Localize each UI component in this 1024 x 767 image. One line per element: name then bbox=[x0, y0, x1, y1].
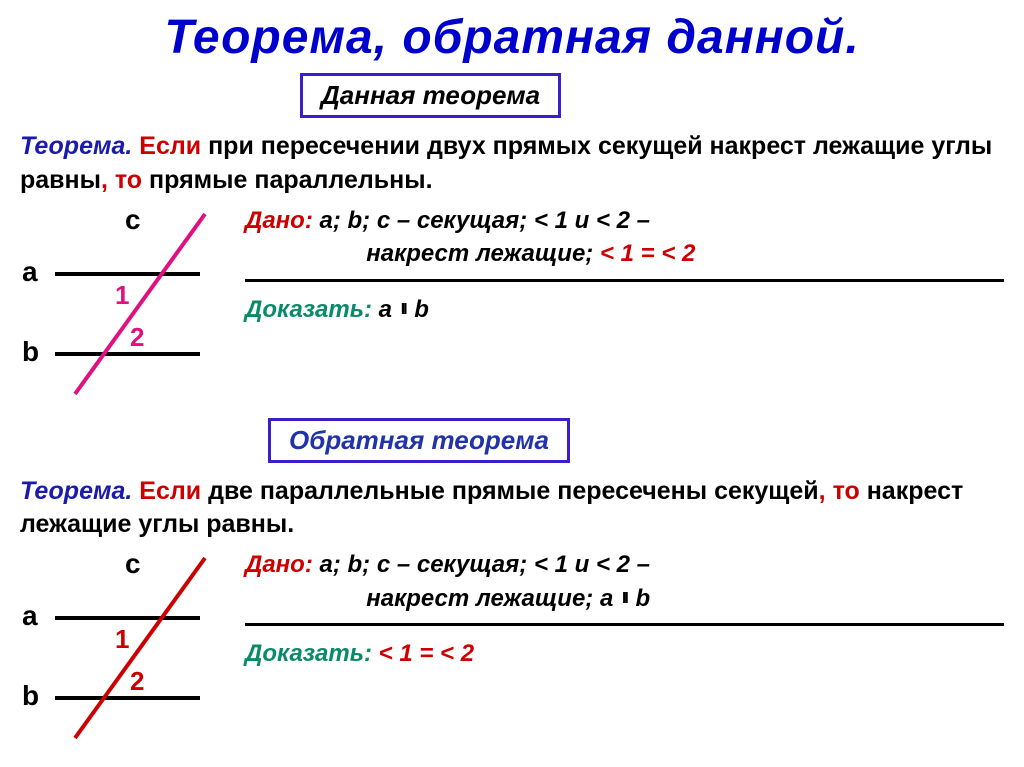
page-title: Теорема, обратная данной. bbox=[0, 0, 1024, 65]
theorem-body2: прямые параллельны. bbox=[149, 166, 432, 194]
label-c-2: с bbox=[125, 548, 141, 580]
given2-line2b: b bbox=[636, 585, 651, 612]
prove-b: b bbox=[414, 296, 429, 323]
prove2-body: < 1 = < 2 bbox=[379, 640, 474, 667]
diagram-1: с а b 1 2 bbox=[0, 204, 245, 404]
box-given-theorem: Данная теорема bbox=[300, 73, 561, 118]
given2-label: Дано: bbox=[245, 551, 313, 578]
theorem2-then: , то bbox=[819, 477, 860, 505]
label-angle-1b: 1 bbox=[115, 624, 129, 655]
given-line1: а; b; с – секущая; < 1 и < 2 – bbox=[320, 207, 651, 234]
given-line2: накрест лежащие; bbox=[366, 240, 593, 267]
rightcol-2: Дано: а; b; с – секущая; < 1 и < 2 – Дан… bbox=[245, 548, 1024, 748]
given-label: Дано: bbox=[245, 207, 313, 234]
prove-label: Доказать: bbox=[245, 296, 372, 323]
theorem2-label: Теорема. bbox=[20, 477, 132, 505]
box-inverse-theorem: Обратная теорема bbox=[268, 418, 570, 463]
label-angle-2b: 2 bbox=[130, 666, 144, 697]
theorem-if: Если bbox=[139, 132, 201, 160]
diagram-2: с а b 1 2 bbox=[0, 548, 245, 748]
parallel-icon-2: II bbox=[620, 588, 629, 610]
theorem2-if: Если bbox=[139, 477, 201, 505]
label-a: а bbox=[22, 256, 38, 288]
given2-line1: а; b; с – секущая; < 1 и < 2 – bbox=[320, 551, 651, 578]
label-c: с bbox=[125, 204, 141, 236]
theorem2-body1: две параллельные прямые пересечены секущ… bbox=[208, 477, 819, 505]
label-angle-2: 2 bbox=[130, 322, 144, 353]
rightcol-1: Дано: а; b; с – секущая; < 1 и < 2 – Дан… bbox=[245, 204, 1024, 404]
divider-1 bbox=[245, 279, 1004, 282]
theorem-then: , то bbox=[101, 166, 142, 194]
theorem-1: Теорема. Если при пересечении двух прямы… bbox=[20, 130, 1004, 198]
box1-label: Данная теорема bbox=[321, 80, 540, 110]
label-b-2: b bbox=[22, 680, 39, 712]
prove-a: а bbox=[379, 296, 392, 323]
theorem-label: Теорема. bbox=[20, 132, 132, 160]
label-b: b bbox=[22, 336, 39, 368]
given-eq: < 1 = < 2 bbox=[600, 240, 695, 267]
prove2-label: Доказать: bbox=[245, 640, 372, 667]
divider-2 bbox=[245, 623, 1004, 626]
theorem-2: Теорема. Если две параллельные прямые пе… bbox=[20, 475, 1004, 543]
given2-line2: накрест лежащие; а bbox=[366, 585, 613, 612]
label-angle-1: 1 bbox=[115, 280, 129, 311]
box2-label: Обратная теорема bbox=[289, 425, 549, 455]
label-a-2: а bbox=[22, 600, 38, 632]
parallel-icon: II bbox=[399, 301, 408, 319]
